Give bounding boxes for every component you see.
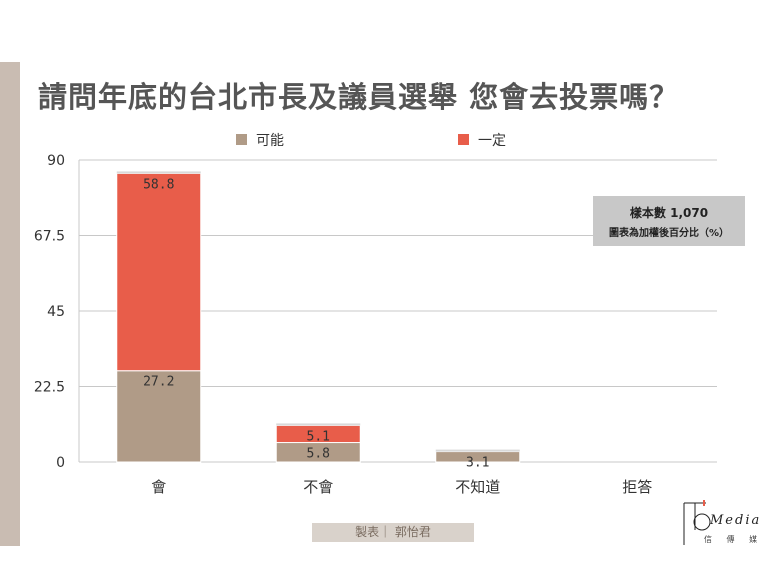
y-tick-label: 90 — [47, 153, 65, 169]
legend-swatch — [236, 134, 247, 145]
left-accent-bar — [0, 62, 20, 546]
x-category-label: 拒答 — [622, 478, 652, 496]
weighting-note: 圖表為加權後百分比（%） — [608, 228, 730, 239]
y-tick-label: 0 — [56, 455, 65, 471]
sample-size-label: 樣本數 1,070 — [629, 206, 709, 220]
legend-label: 一定 — [478, 133, 506, 149]
data-label: 5.8 — [307, 447, 330, 462]
data-label: 3.1 — [466, 456, 489, 471]
x-category-label: 不知道 — [455, 478, 500, 496]
bar-segment-cap — [116, 171, 201, 174]
maker-credit: 製表｜ 郭怡君 — [312, 523, 474, 542]
bar-segment — [116, 370, 202, 463]
bar-segment — [116, 172, 202, 372]
x-category-label: 不會 — [303, 478, 333, 496]
sample-size-box: 樣本數 1,070 圖表為加權後百分比（%） — [593, 196, 745, 246]
bar-segment-cap — [435, 449, 520, 452]
y-tick-label: 22.5 — [34, 380, 65, 396]
logo-mark-icon — [683, 500, 711, 545]
legend-label: 可能 — [256, 133, 284, 149]
logo-word: Media — [710, 513, 762, 528]
data-label: 58.8 — [143, 177, 174, 192]
data-label: 5.1 — [307, 429, 330, 444]
legend-swatch — [458, 134, 469, 145]
bar-segment-cap — [276, 423, 361, 426]
logo-subtext: 信 傳 媒 — [704, 535, 764, 544]
media-logo: Media 信 傳 媒 — [680, 500, 766, 548]
page-title: 請問年底的台北市長及議員選舉 您會去投票嗎？ — [38, 80, 680, 114]
y-tick-label: 67.5 — [34, 229, 65, 245]
data-label: 27.2 — [143, 375, 174, 390]
y-tick-label: 45 — [47, 304, 65, 320]
x-category-label: 會 — [151, 478, 166, 496]
